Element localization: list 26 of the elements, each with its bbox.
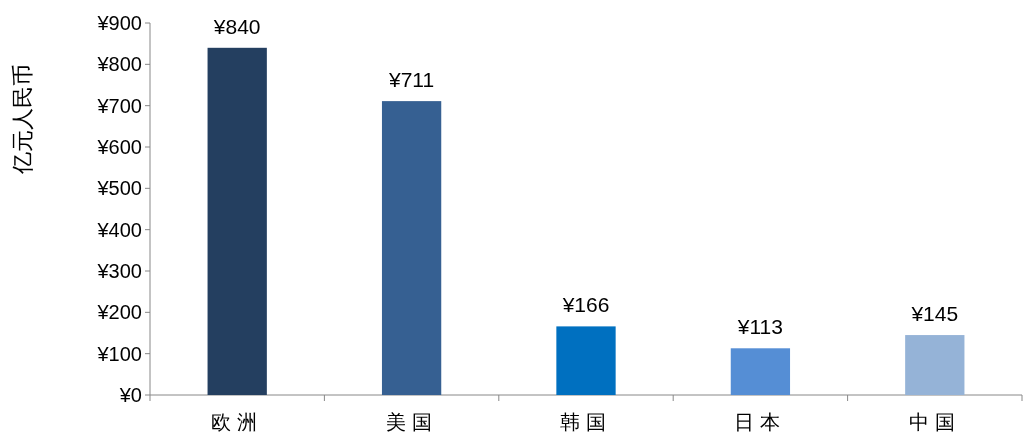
- bar: [207, 47, 267, 395]
- y-axis-title: 亿元人民币: [10, 64, 35, 175]
- x-tick-label: 欧洲: [211, 411, 264, 433]
- y-tick-label: ¥900: [96, 12, 142, 34]
- data-label: ¥113: [736, 315, 783, 339]
- y-tick-label: ¥700: [96, 94, 142, 117]
- y-tick-label: ¥100: [96, 342, 142, 365]
- y-tick-label: ¥200: [96, 301, 142, 324]
- y-tick-label: ¥0: [118, 384, 142, 406]
- x-tick-label: 中国: [908, 411, 961, 433]
- y-tick-label: ¥300: [96, 260, 142, 282]
- bar: [381, 101, 442, 395]
- x-tick-label: 韩国: [560, 411, 612, 433]
- x-tick-label: 日本: [734, 411, 787, 433]
- y-tick-label: ¥500: [96, 177, 142, 200]
- data-label: ¥711: [388, 68, 435, 92]
- x-tick-label: 美国: [385, 411, 438, 433]
- y-tick-label: ¥800: [96, 53, 142, 76]
- y-tick-label: ¥600: [96, 136, 142, 158]
- bar: [556, 326, 616, 395]
- bar: [905, 335, 965, 395]
- bar: [730, 348, 791, 395]
- data-label: ¥840: [212, 14, 261, 38]
- data-label: ¥166: [561, 293, 610, 317]
- data-label: ¥145: [910, 302, 959, 326]
- y-tick-label: ¥400: [96, 218, 142, 241]
